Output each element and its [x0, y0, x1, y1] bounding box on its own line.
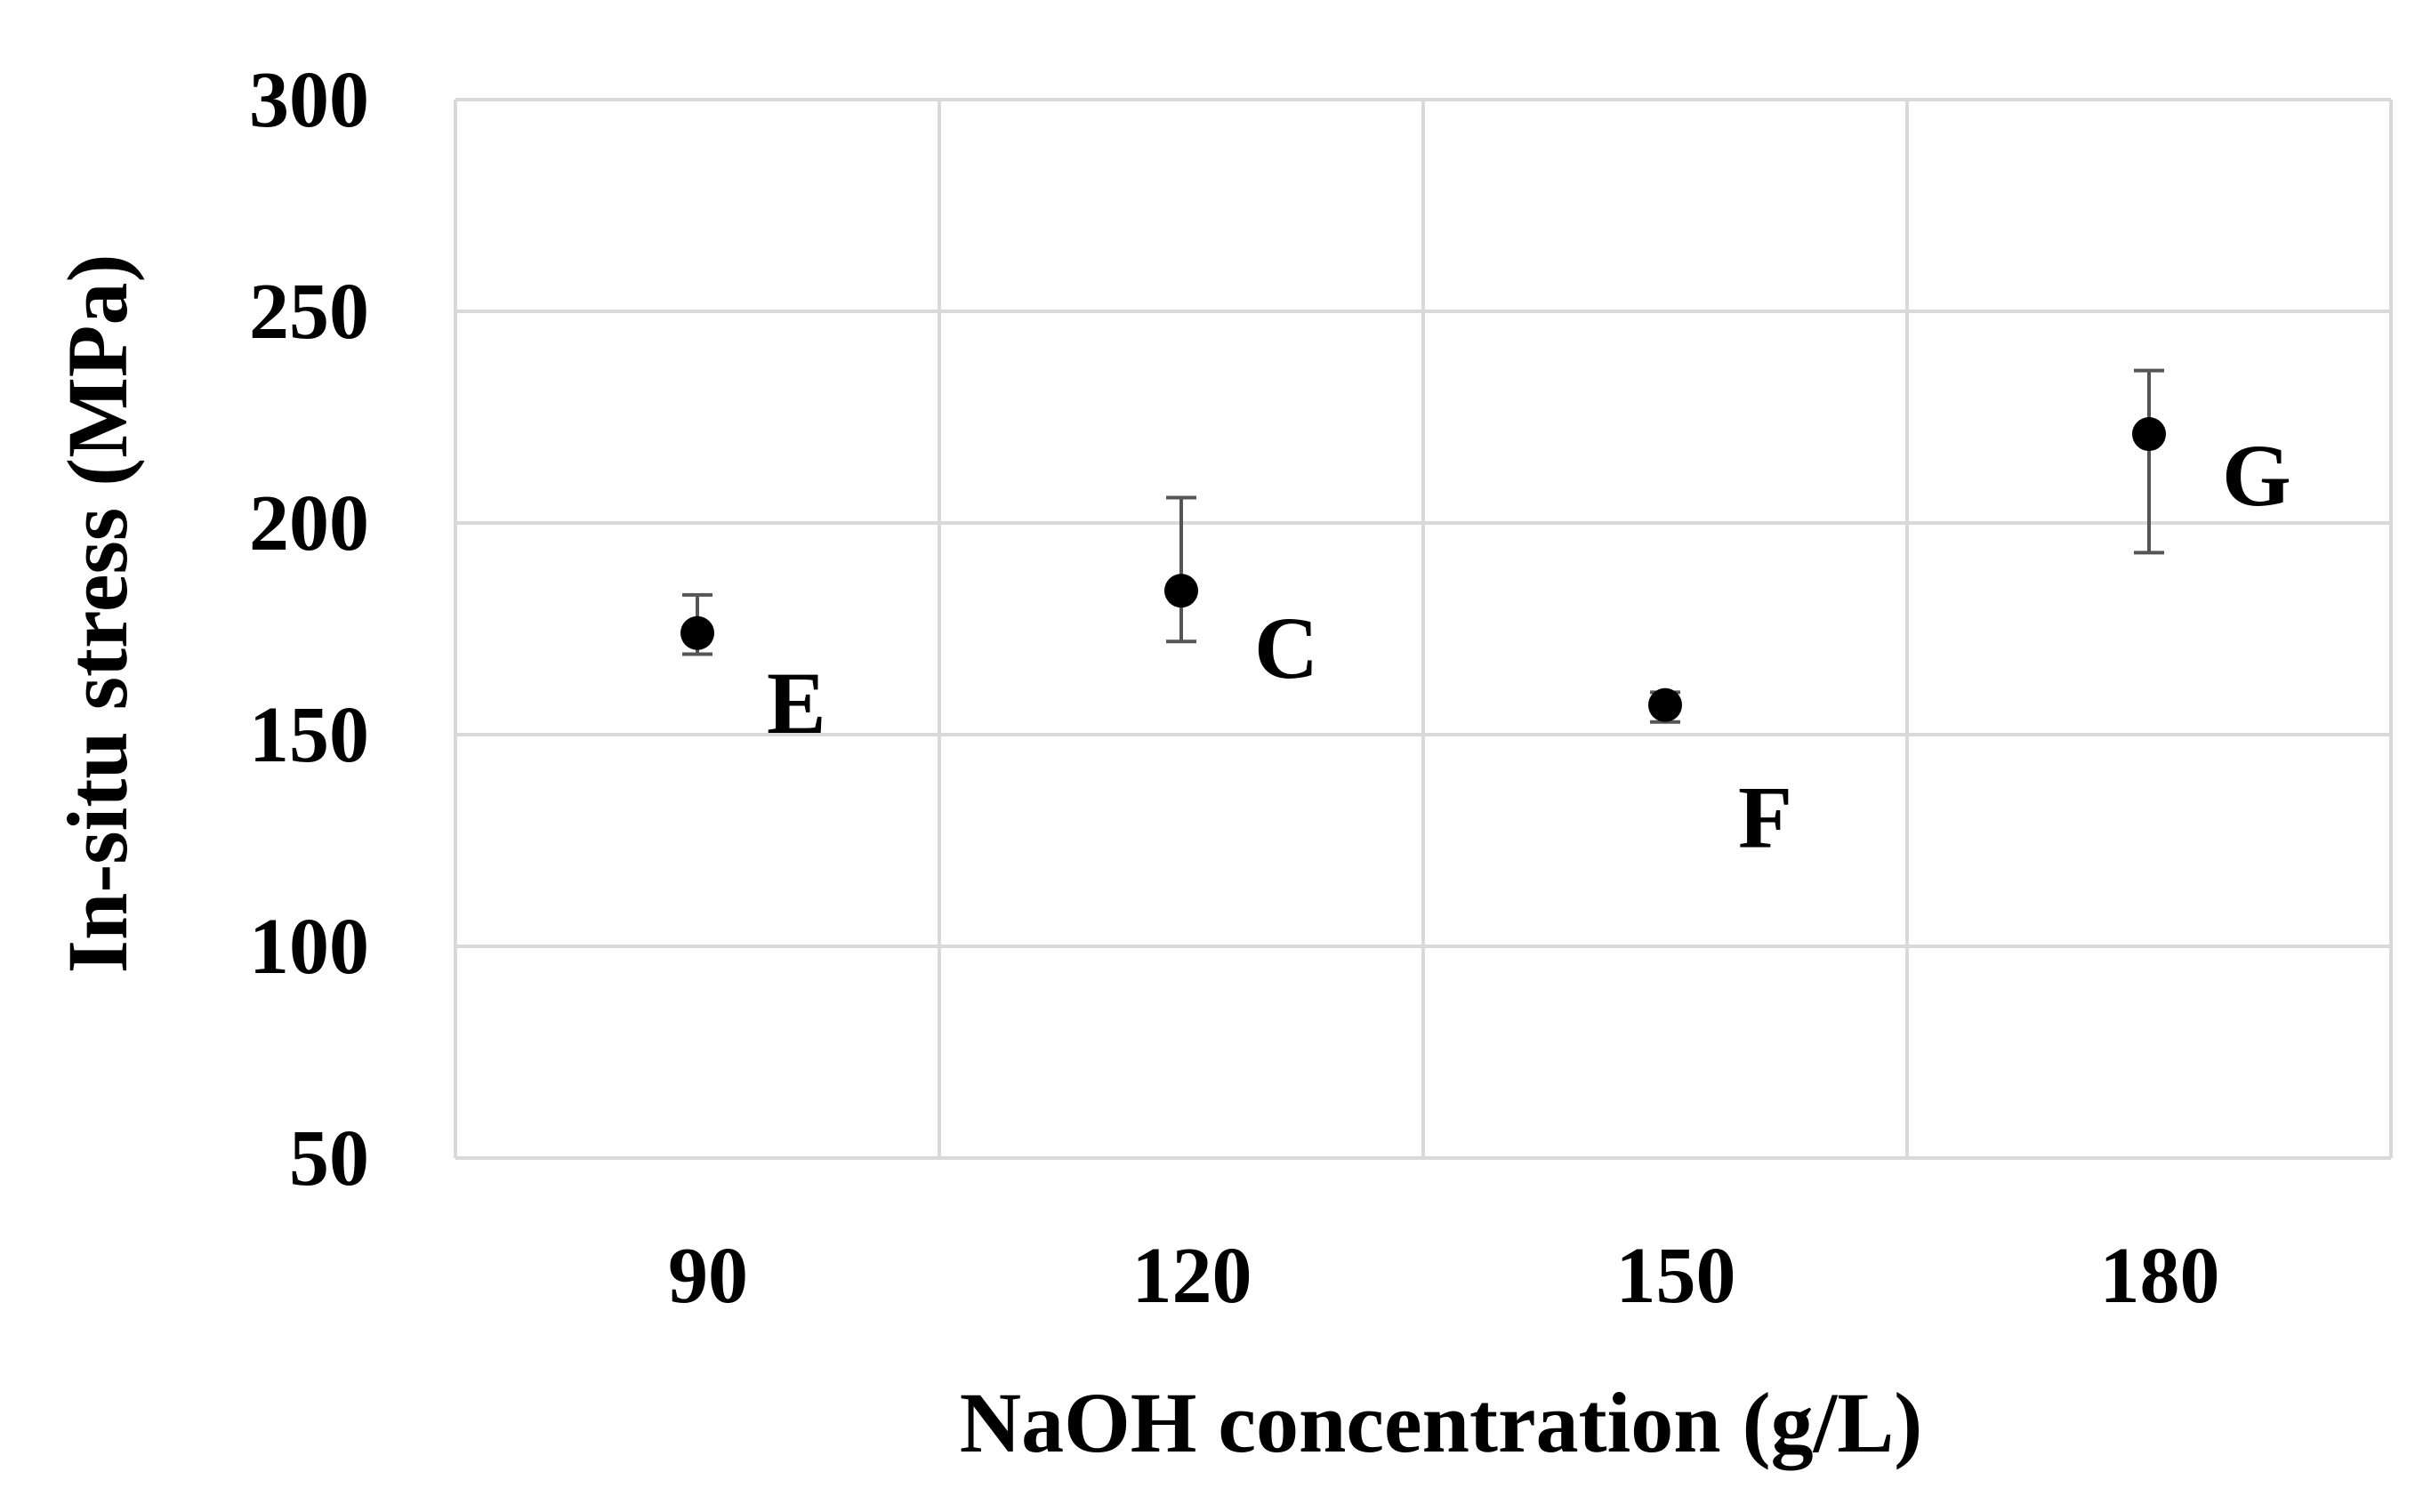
y-tick-label: 100 — [249, 903, 369, 991]
data-point — [680, 615, 714, 650]
x-tick-labels: 90 120 150 180 — [668, 1232, 2220, 1320]
y-tick-label: 150 — [249, 691, 369, 779]
grid-layer — [454, 98, 2393, 1160]
y-tick-label: 300 — [249, 56, 369, 144]
data-points: E C F G — [680, 368, 2291, 867]
point-label: F — [1738, 768, 1792, 867]
data-point — [1648, 688, 1682, 722]
x-tick-label: 180 — [2100, 1232, 2220, 1320]
x-tick-label: 90 — [668, 1232, 748, 1320]
x-axis-title: NaOH concentration (g/L) — [960, 1375, 1923, 1470]
y-axis-title: In-situ stress (MPa) — [50, 254, 145, 974]
x-tick-label: 150 — [1616, 1232, 1736, 1320]
y-tick-label: 50 — [289, 1114, 369, 1202]
data-point — [2132, 417, 2166, 452]
y-tick-label: 250 — [249, 268, 369, 356]
y-tick-labels: 50 100 150 200 250 300 — [249, 56, 369, 1202]
point-label: G — [2222, 426, 2291, 525]
point-label: E — [767, 654, 826, 752]
point-label: C — [1254, 599, 1318, 697]
data-point — [1164, 574, 1198, 608]
x-tick-label: 120 — [1132, 1232, 1252, 1320]
y-tick-label: 200 — [249, 479, 369, 567]
